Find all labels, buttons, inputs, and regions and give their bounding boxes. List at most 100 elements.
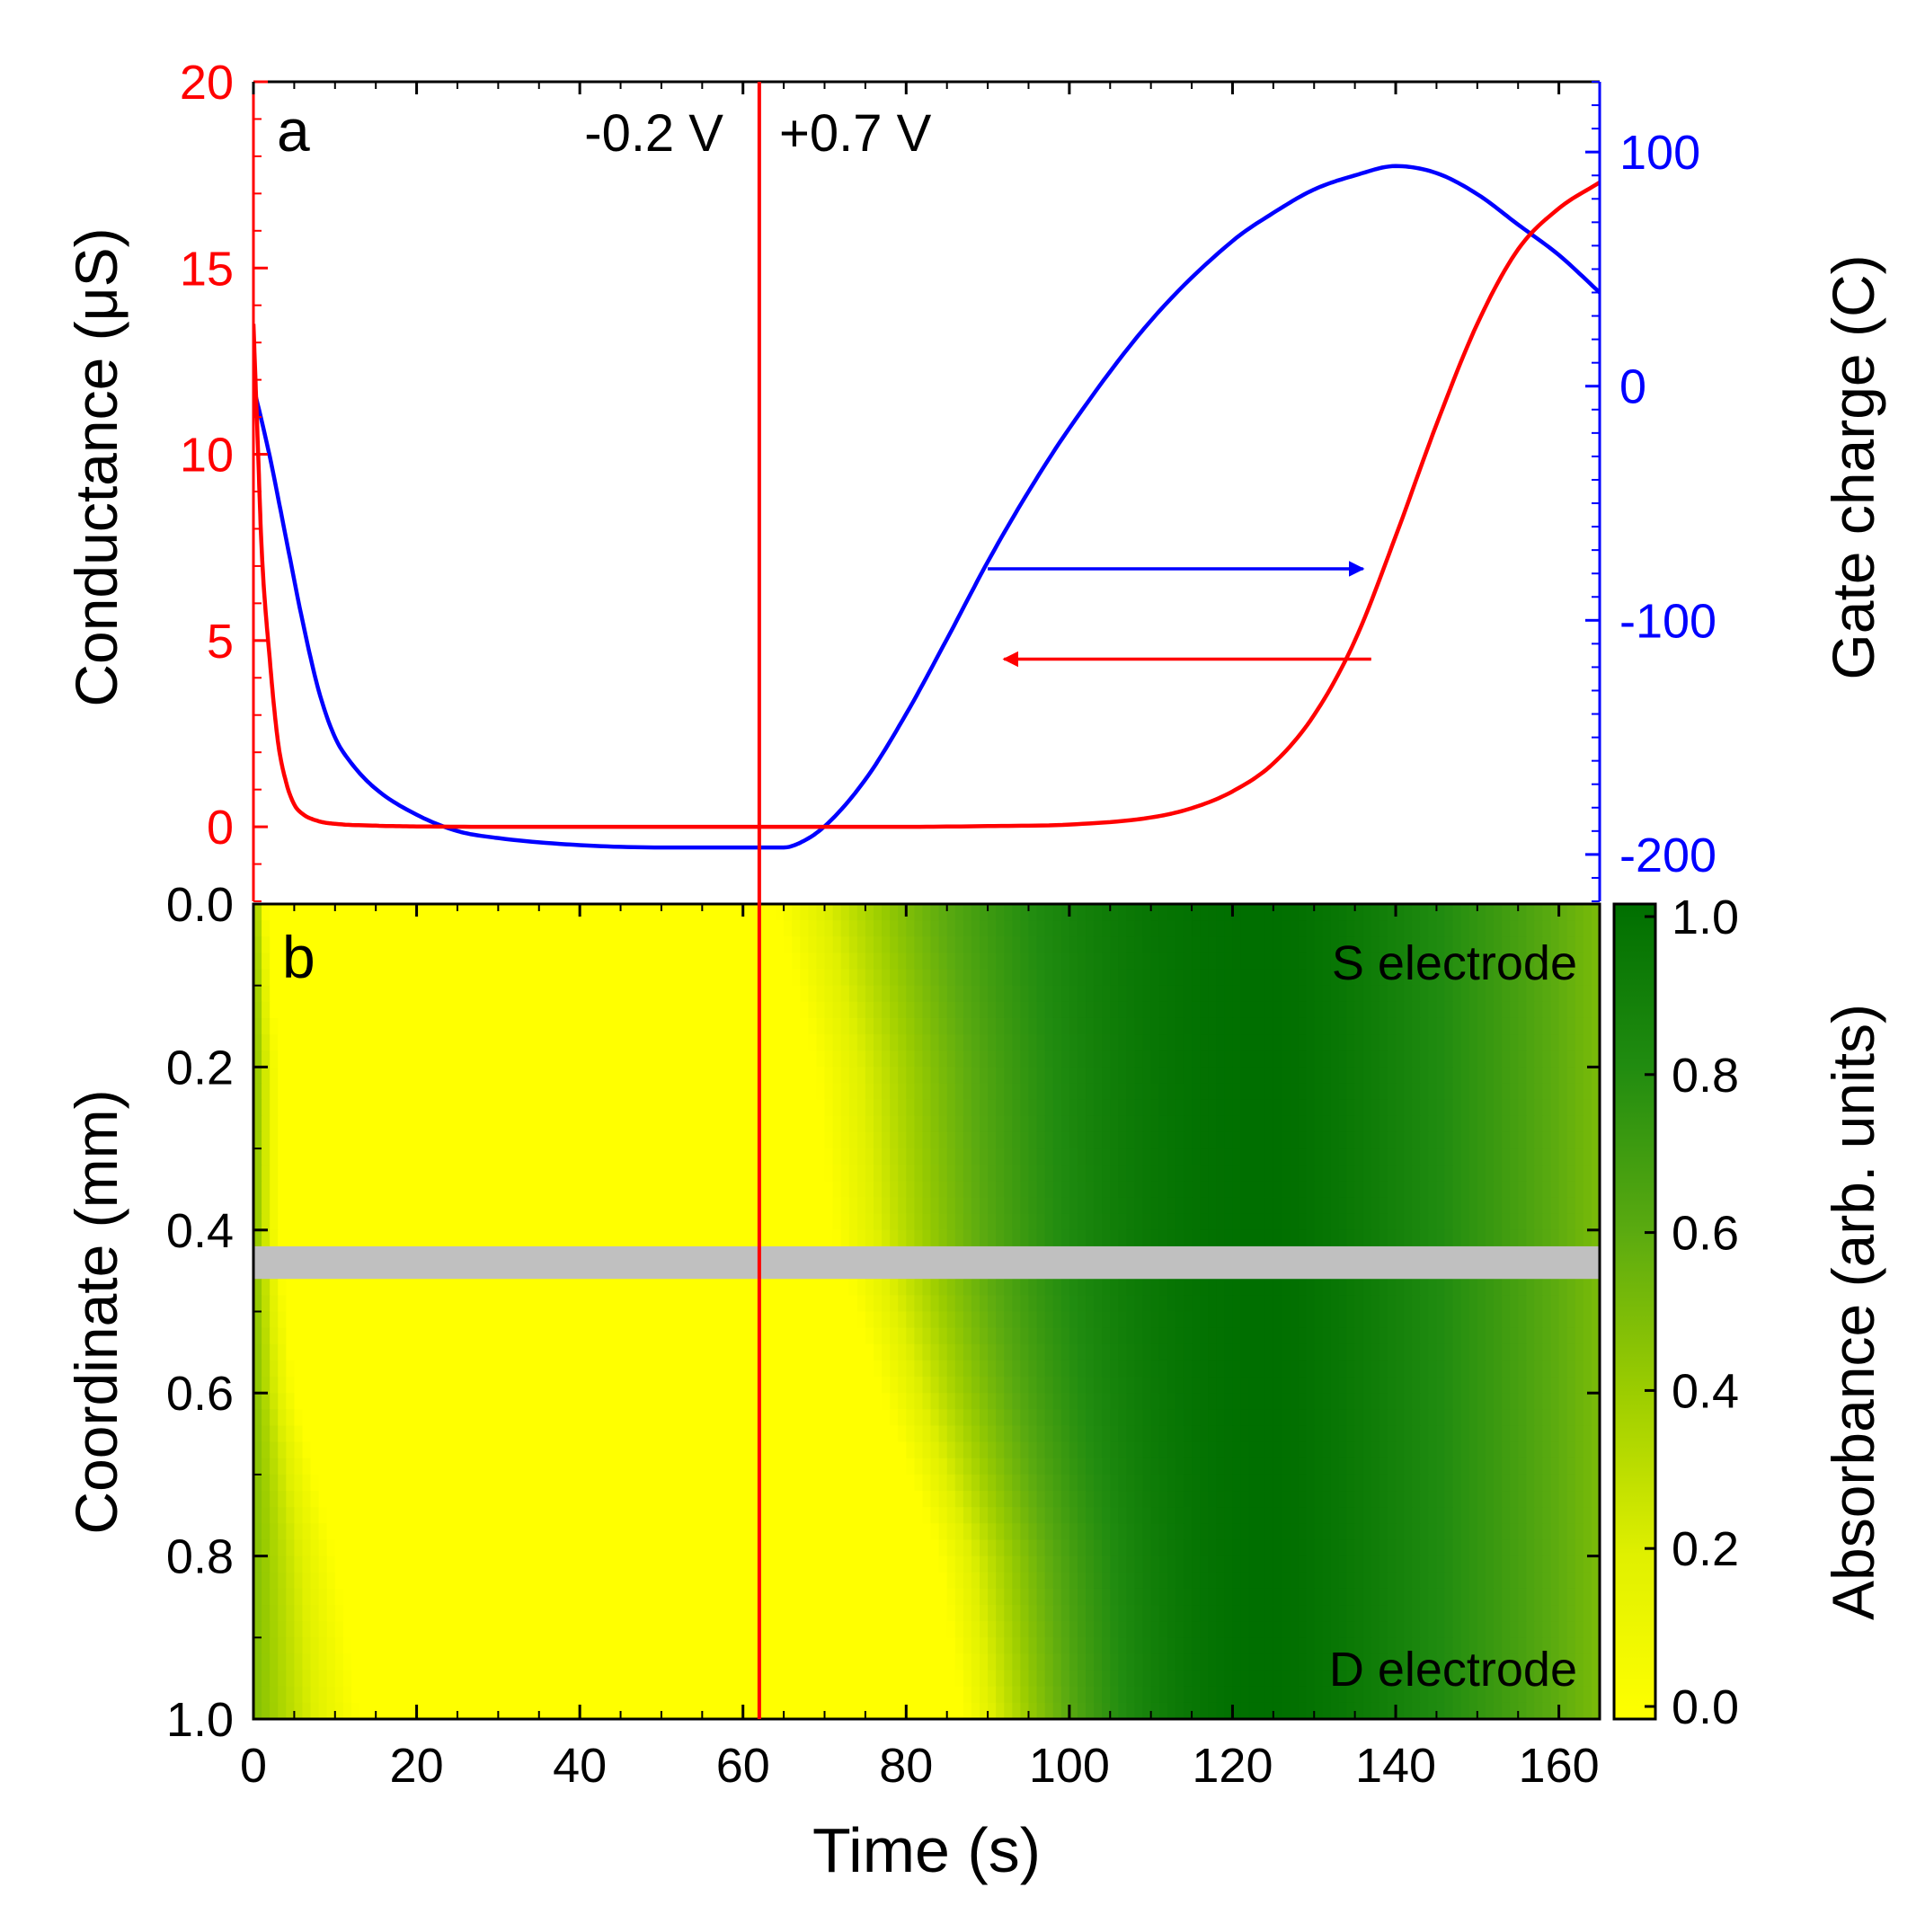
heatmap-cell (278, 969, 287, 987)
heatmap-cell (596, 1327, 605, 1345)
heatmap-cell (996, 1067, 1005, 1085)
heatmap-cell (384, 1279, 393, 1296)
heatmap-cell (1510, 1001, 1519, 1019)
heatmap-cell (792, 969, 801, 987)
heatmap-cell (318, 1115, 328, 1133)
heatmap-cell (1526, 985, 1535, 1003)
heatmap-cell (1167, 936, 1176, 954)
heatmap-cell (840, 1083, 850, 1101)
heatmap-cell (368, 1083, 377, 1101)
heatmap-cell (1354, 920, 1364, 937)
heatmap-cell (1330, 1017, 1340, 1035)
heatmap-cell (538, 1213, 548, 1231)
heatmap-cell (1362, 1295, 1372, 1313)
heatmap-cell (326, 1148, 336, 1165)
heatmap-cell (514, 1213, 524, 1231)
heatmap-cell (1224, 969, 1234, 987)
heatmap-cell (1134, 1181, 1144, 1199)
heatmap-cell (776, 1001, 785, 1019)
heatmap-cell (1468, 1213, 1478, 1231)
heatmap-cell (530, 1067, 540, 1085)
heatmap-cell (1354, 1034, 1364, 1051)
heatmap-cell (840, 1213, 850, 1231)
heatmap-cell (498, 1115, 508, 1133)
heatmap-cell (776, 1327, 785, 1345)
heatmap-cell (1264, 1360, 1274, 1378)
heatmap-cell (1232, 969, 1242, 987)
heatmap-cell (572, 1377, 581, 1394)
heatmap-cell (800, 969, 809, 987)
heatmap-cell (384, 1131, 393, 1149)
heatmap-cell (750, 1083, 760, 1101)
heatmap-cell (1485, 1181, 1495, 1199)
heatmap-cell (922, 1343, 932, 1361)
heatmap-cell (302, 1343, 312, 1361)
heatmap-cell (726, 1279, 736, 1296)
heatmap-cell (1020, 1229, 1030, 1247)
heatmap-cell (702, 1213, 712, 1231)
heatmap-cell (1167, 1017, 1176, 1035)
heatmap-cell (262, 936, 271, 954)
heatmap-cell (1216, 1148, 1225, 1165)
heatmap-cell (1069, 1001, 1078, 1019)
heatmap-cell (620, 953, 630, 970)
heatmap-cell (776, 1377, 785, 1394)
heatmap-cell (563, 1213, 572, 1231)
heatmap-cell (604, 1050, 614, 1068)
heatmap-cell (784, 1034, 793, 1051)
heatmap-cell (416, 1034, 426, 1051)
heatmap-cell (1077, 1067, 1087, 1085)
heatmap-cell (1158, 904, 1168, 921)
heatmap-cell (694, 1279, 703, 1296)
heatmap-cell (1575, 1197, 1584, 1215)
heatmap-cell (278, 1327, 287, 1345)
heatmap-cell (1167, 1343, 1176, 1361)
heatmap-cell (554, 1327, 564, 1345)
heatmap-cell (1036, 953, 1046, 970)
heatmap-cell (742, 1115, 752, 1133)
heatmap-cell (334, 1181, 344, 1199)
heatmap-cell (334, 1197, 344, 1215)
heatmap-cell (286, 1148, 295, 1165)
heatmap-cell (906, 1017, 915, 1035)
heatmap-cell (742, 1377, 752, 1394)
heatmap-cell (661, 1165, 670, 1182)
heatmap-cell (873, 1099, 883, 1117)
heatmap-cell (1118, 1295, 1128, 1313)
heatmap-cell (767, 1279, 776, 1296)
heatmap-cell (1412, 1115, 1421, 1133)
heatmap-cell (1591, 985, 1600, 1003)
heatmap-cell (946, 1131, 956, 1149)
heatmap-cell (1493, 1165, 1503, 1182)
heatmap-cell (686, 1115, 695, 1133)
heatmap-cell (1485, 1229, 1495, 1247)
heatmap-cell (710, 1229, 720, 1247)
heatmap-cell (1158, 1311, 1168, 1329)
heatmap-cell (1493, 1148, 1503, 1165)
heatmap-cell (1134, 1050, 1144, 1068)
heatmap-cell (856, 1343, 866, 1361)
heatmap-cell (652, 1099, 662, 1117)
heatmap-cell (1346, 1148, 1356, 1165)
heatmap-cell (620, 1279, 630, 1296)
heatmap-cell (1404, 1099, 1413, 1117)
heatmap-cell (980, 936, 989, 954)
heatmap-cell (466, 953, 475, 970)
heatmap-cell (1216, 936, 1225, 954)
heatmap-cell (1526, 1001, 1535, 1019)
heatmap-cell (342, 1181, 352, 1199)
heatmap-cell (554, 1213, 564, 1231)
heatmap-cell (816, 969, 826, 987)
heatmap-cell (286, 1229, 295, 1247)
heatmap-cell (1493, 1229, 1503, 1247)
heatmap-cell (262, 985, 271, 1003)
heatmap-cell (1134, 936, 1144, 954)
heatmap-cell (962, 1099, 972, 1117)
heatmap-cell (1256, 1279, 1266, 1296)
heatmap-cell (930, 1001, 940, 1019)
heatmap-cell (432, 920, 442, 937)
heatmap-cell (1142, 1034, 1152, 1051)
heatmap-cell (1362, 1067, 1372, 1085)
heatmap-cell (498, 1327, 508, 1345)
heatmap-cell (1510, 1083, 1519, 1101)
